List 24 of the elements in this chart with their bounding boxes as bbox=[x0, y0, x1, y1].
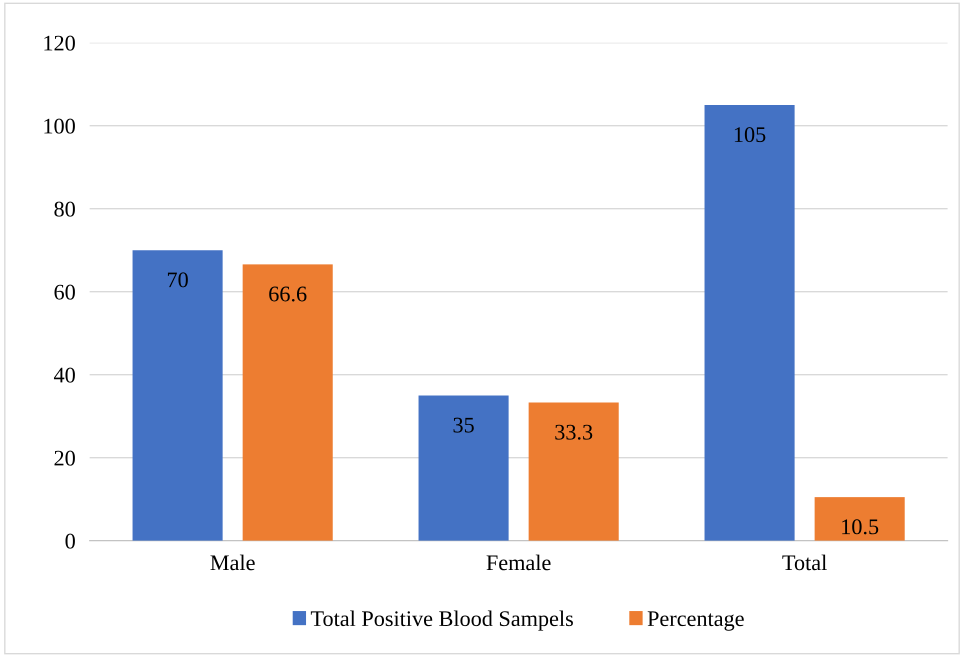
data-label: 66.6 bbox=[269, 286, 306, 302]
data-label: 105 bbox=[734, 127, 766, 142]
legend-label: Percentage bbox=[648, 611, 744, 631]
bar bbox=[242, 264, 333, 541]
y-tick-label: 0 bbox=[66, 534, 75, 549]
x-tick-label: Female bbox=[486, 554, 551, 570]
data-label: 10.5 bbox=[842, 519, 878, 534]
bar bbox=[528, 402, 619, 541]
y-tick-label: 60 bbox=[54, 284, 75, 300]
data-label: 70 bbox=[168, 272, 188, 288]
x-tick-label: Total bbox=[782, 554, 827, 570]
y-tick-label: 20 bbox=[54, 450, 75, 466]
bar bbox=[814, 497, 905, 541]
legend-label: Total Positive Blood Sampels bbox=[310, 610, 573, 631]
bar bbox=[132, 250, 223, 541]
x-tick-label: Male bbox=[210, 554, 255, 570]
y-tick-label: 120 bbox=[44, 36, 75, 51]
bar bbox=[418, 395, 509, 541]
bar bbox=[704, 104, 795, 541]
y-tick-label: 80 bbox=[54, 202, 75, 217]
data-label: 35 bbox=[454, 418, 474, 433]
y-tick-label: 100 bbox=[44, 118, 75, 134]
y-tick-label: 40 bbox=[54, 368, 75, 383]
data-label: 33.3 bbox=[555, 424, 592, 440]
